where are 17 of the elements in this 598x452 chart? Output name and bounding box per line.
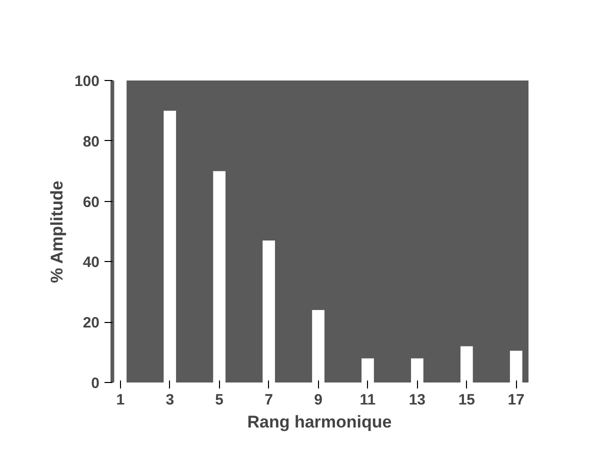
y-tick-label: 20 xyxy=(82,314,100,332)
x-tick-label: 7 xyxy=(264,392,273,408)
x-axis-title: Rang harmonique xyxy=(247,412,392,432)
x-tick-label: 5 xyxy=(215,392,224,408)
x-tick-label: 17 xyxy=(508,392,524,408)
y-tick-label: 100 xyxy=(74,73,100,90)
y-tick-label: 40 xyxy=(82,254,100,272)
x-tick-label: 11 xyxy=(360,392,376,408)
x-tick-label: 15 xyxy=(458,392,476,408)
x-tick-label: 9 xyxy=(314,392,322,408)
y-tick-label: 0 xyxy=(91,375,100,392)
y-tick-label: 80 xyxy=(82,133,100,150)
y-tick-label: 60 xyxy=(82,194,100,211)
y-axis-title: % Amplitude xyxy=(47,180,66,283)
x-tick-label: 1 xyxy=(116,392,125,408)
x-tick-label: 3 xyxy=(166,392,174,408)
x-tick-label: 13 xyxy=(408,392,426,408)
